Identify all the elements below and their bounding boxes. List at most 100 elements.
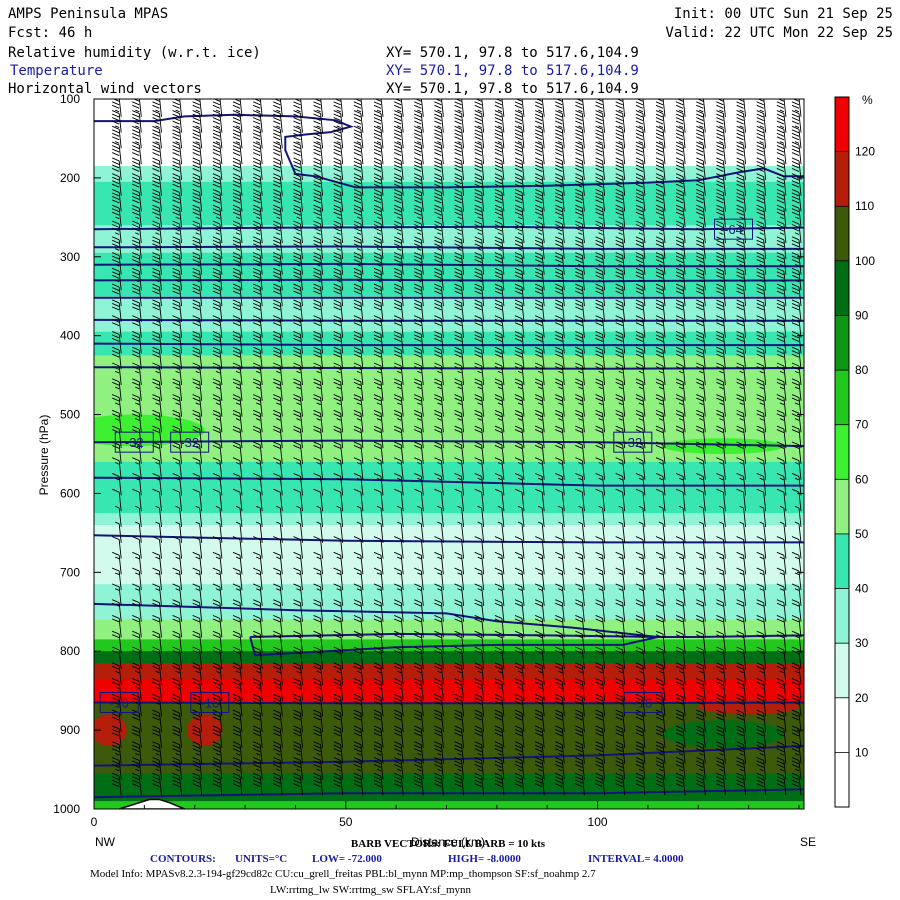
wind-barb — [192, 188, 203, 212]
wind-barb — [474, 536, 485, 559]
wind-barb — [313, 236, 324, 259]
wind-barb — [535, 756, 545, 780]
wind-barb — [273, 315, 283, 338]
colorbar-swatch — [835, 370, 849, 426]
wind-barb — [212, 756, 223, 780]
wind-barb — [232, 488, 243, 512]
wind-barb — [232, 283, 243, 307]
wind-barb — [494, 346, 505, 370]
wind-barb — [791, 551, 802, 575]
wind-barb — [353, 772, 364, 796]
wind-barb — [535, 188, 545, 212]
wind-barb — [555, 756, 565, 780]
wind-barb — [132, 173, 142, 196]
wind-barb — [232, 425, 243, 449]
wind-barb — [212, 267, 223, 291]
wind-barb — [474, 630, 485, 654]
wind-barb — [756, 188, 767, 212]
wind-barb — [293, 741, 303, 764]
wind-barb — [615, 330, 626, 354]
wind-barb — [494, 110, 505, 133]
wind-barb — [696, 646, 706, 670]
wind-barb — [273, 536, 283, 559]
wind-barb — [172, 157, 183, 180]
wind-barb — [212, 315, 223, 338]
wind-barb — [615, 252, 626, 275]
wind-barb — [293, 662, 303, 685]
wind-barb — [494, 630, 505, 654]
wind-barb — [394, 725, 404, 748]
wind-barb — [192, 536, 203, 559]
wind-barb — [253, 283, 263, 307]
wind-barb — [253, 488, 263, 512]
wind-barb — [716, 441, 726, 464]
colorbar-label: 50 — [855, 527, 869, 541]
wind-barb — [253, 315, 263, 338]
wind-barb — [776, 551, 787, 575]
wind-barb — [192, 204, 203, 228]
wind-barb — [555, 125, 565, 149]
wind-barb — [716, 252, 726, 275]
wind-barb — [535, 267, 545, 291]
wind-barb — [353, 299, 364, 322]
wind-barb — [575, 204, 585, 228]
wind-barb — [716, 299, 726, 322]
wind-barb — [736, 441, 747, 464]
wind-barb — [635, 236, 646, 259]
wind-barb — [333, 457, 344, 480]
wind-barb — [212, 646, 223, 670]
wind-barb — [716, 725, 726, 748]
wind-barb — [152, 125, 162, 149]
wind-barb — [595, 583, 606, 606]
wind-barb — [192, 599, 203, 622]
wind-barb — [675, 678, 686, 701]
wind-barb — [353, 662, 364, 685]
wind-barb — [132, 157, 142, 180]
wind-barb — [175, 505, 183, 528]
wind-barb — [575, 678, 585, 701]
wind-barb — [756, 125, 767, 149]
wind-barb — [333, 188, 344, 212]
wind-barb — [235, 505, 243, 528]
wind-barb — [454, 756, 465, 780]
wind-barb — [494, 614, 505, 638]
wind-barb — [535, 772, 545, 796]
wind-barb — [333, 346, 344, 370]
wind-barb — [474, 188, 485, 212]
wind-barb — [232, 157, 243, 180]
wind-barb — [474, 362, 485, 386]
wind-barb — [615, 362, 626, 386]
wind-barb — [273, 157, 283, 180]
wind-barb — [615, 488, 626, 512]
rh-band — [94, 166, 804, 183]
wind-barb — [313, 299, 324, 322]
wind-barb — [232, 236, 243, 259]
y-tick-label: 600 — [60, 486, 80, 500]
wind-barb — [635, 283, 646, 307]
wind-barb — [555, 678, 565, 701]
wind-barb — [373, 741, 384, 764]
wind-barb — [394, 583, 404, 606]
wind-barb — [494, 204, 505, 228]
wind-barb — [635, 646, 646, 670]
wind-barb — [696, 551, 706, 575]
wind-barb — [791, 709, 802, 733]
wind-barb — [776, 472, 787, 496]
wind-barb — [313, 488, 324, 512]
rh-patch — [94, 714, 127, 746]
wind-barb — [373, 488, 384, 512]
wind-barb — [353, 267, 364, 291]
wind-barb — [296, 521, 303, 543]
wind-barb — [293, 409, 303, 433]
wind-barb — [696, 110, 706, 133]
wind-barb — [791, 204, 802, 228]
wind-barb — [333, 283, 344, 307]
wind-barb — [578, 521, 585, 543]
wind-barb — [635, 756, 646, 780]
wind-barb — [112, 188, 122, 212]
wind-barb — [394, 394, 404, 417]
wind-barb — [655, 630, 666, 654]
wind-barb — [152, 267, 162, 291]
wind-barb — [736, 662, 747, 685]
wind-barb — [132, 188, 142, 212]
